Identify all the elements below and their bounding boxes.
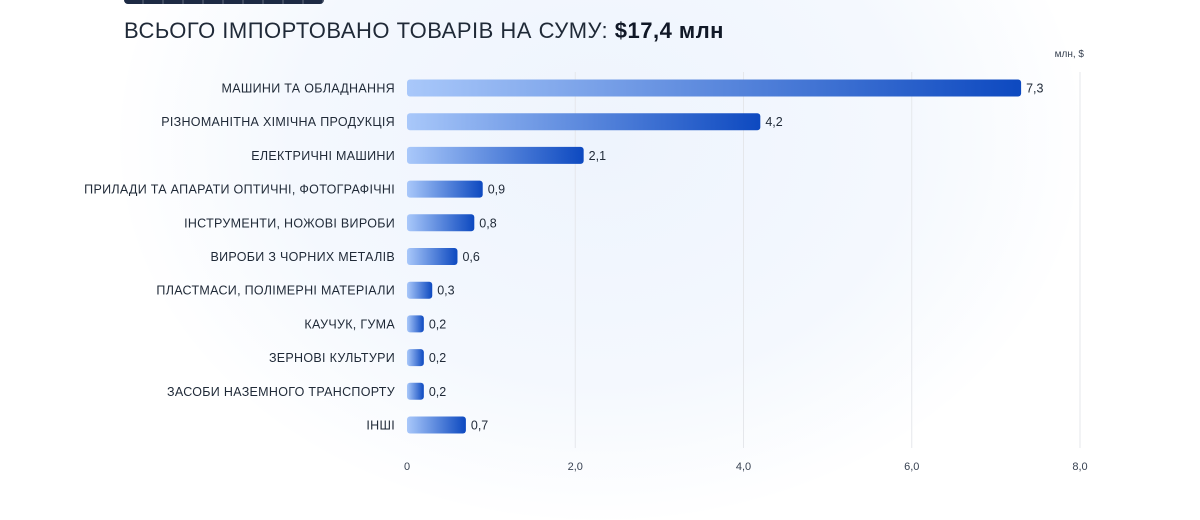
x-tick-label: 2,0 — [568, 461, 583, 473]
value-label: 2,1 — [589, 149, 606, 163]
category-label: ЗАСОБИ НАЗЕМНОГО ТРАНСПОРТУ — [167, 385, 395, 399]
bar — [407, 248, 458, 265]
grid-lines — [574, 72, 1081, 448]
cropped-heading — [124, 0, 324, 4]
bar — [407, 382, 424, 400]
x-tick-label: 0 — [404, 461, 410, 473]
subtitle-total: $17,4 млн — [614, 18, 724, 43]
category-label: МАШИНИ ТА ОБЛАДНАННЯ — [222, 82, 396, 96]
value-label: 0,3 — [437, 284, 454, 298]
bars — [407, 79, 1022, 434]
bar — [407, 79, 1022, 97]
x-tick-label: 4,0 — [736, 461, 751, 473]
value-label: 0,8 — [479, 216, 496, 230]
bar — [407, 146, 584, 164]
value-label: 0,6 — [462, 250, 479, 264]
value-label: 0,7 — [471, 419, 488, 433]
x-tick-label: 6,0 — [904, 461, 919, 473]
chart-subtitle: ВСЬОГО ІМПОРТОВАНО ТОВАРІВ НА СУМУ: $17,… — [124, 18, 724, 44]
value-label: 0,9 — [488, 183, 505, 197]
category-label: РІЗНОМАНІТНА ХІМІЧНА ПРОДУКЦІЯ — [161, 115, 395, 129]
value-label: 7,3 — [1026, 82, 1043, 96]
category-label: ПЛАСТМАСИ, ПОЛІМЕРНІ МАТЕРІАЛИ — [156, 284, 395, 298]
bar — [407, 416, 466, 434]
value-label: 0,2 — [429, 385, 446, 399]
category-label: ІНШІ — [366, 419, 395, 433]
category-label: ВИРОБИ З ЧОРНИХ МЕТАЛІВ — [211, 250, 396, 264]
bar — [407, 214, 475, 232]
subtitle-prefix: ВСЬОГО ІМПОРТОВАНО ТОВАРІВ НА СУМУ: — [124, 18, 609, 43]
category-label: КАУЧУК, ГУМА — [304, 317, 395, 331]
bar — [407, 281, 433, 299]
bar — [407, 180, 483, 198]
value-label: 0,2 — [429, 351, 446, 365]
labels: 0 2,0 4,0 6,0 8,0 МАШИНИ ТА ОБЛАДНАННЯ 7,3 РІЗН… — [84, 82, 1087, 474]
category-label: ПРИЛАДИ ТА АПАРАТИ ОПТИЧНІ, ФОТОГРАФІЧНІ — [84, 183, 395, 197]
value-label: 4,2 — [765, 115, 782, 129]
value-label: 0,2 — [429, 317, 446, 331]
category-label: ЗЕРНОВІ КУЛЬТУРИ — [269, 351, 395, 365]
category-label: ЕЛЕКТРИЧНІ МАШИНИ — [251, 149, 395, 163]
x-tick-label: 8,0 — [1072, 461, 1087, 473]
bar-chart: 0 2,0 4,0 6,0 8,0 МАШИНИ ТА ОБЛАДНАННЯ 7,3 РІЗН… — [84, 49, 1087, 474]
bar — [407, 315, 424, 333]
bar — [407, 113, 761, 131]
unit-label: млн, $ — [1055, 49, 1085, 60]
bar — [407, 349, 424, 367]
category-label: ІНСТРУМЕНТИ, НОЖОВІ ВИРОБИ — [184, 216, 395, 230]
